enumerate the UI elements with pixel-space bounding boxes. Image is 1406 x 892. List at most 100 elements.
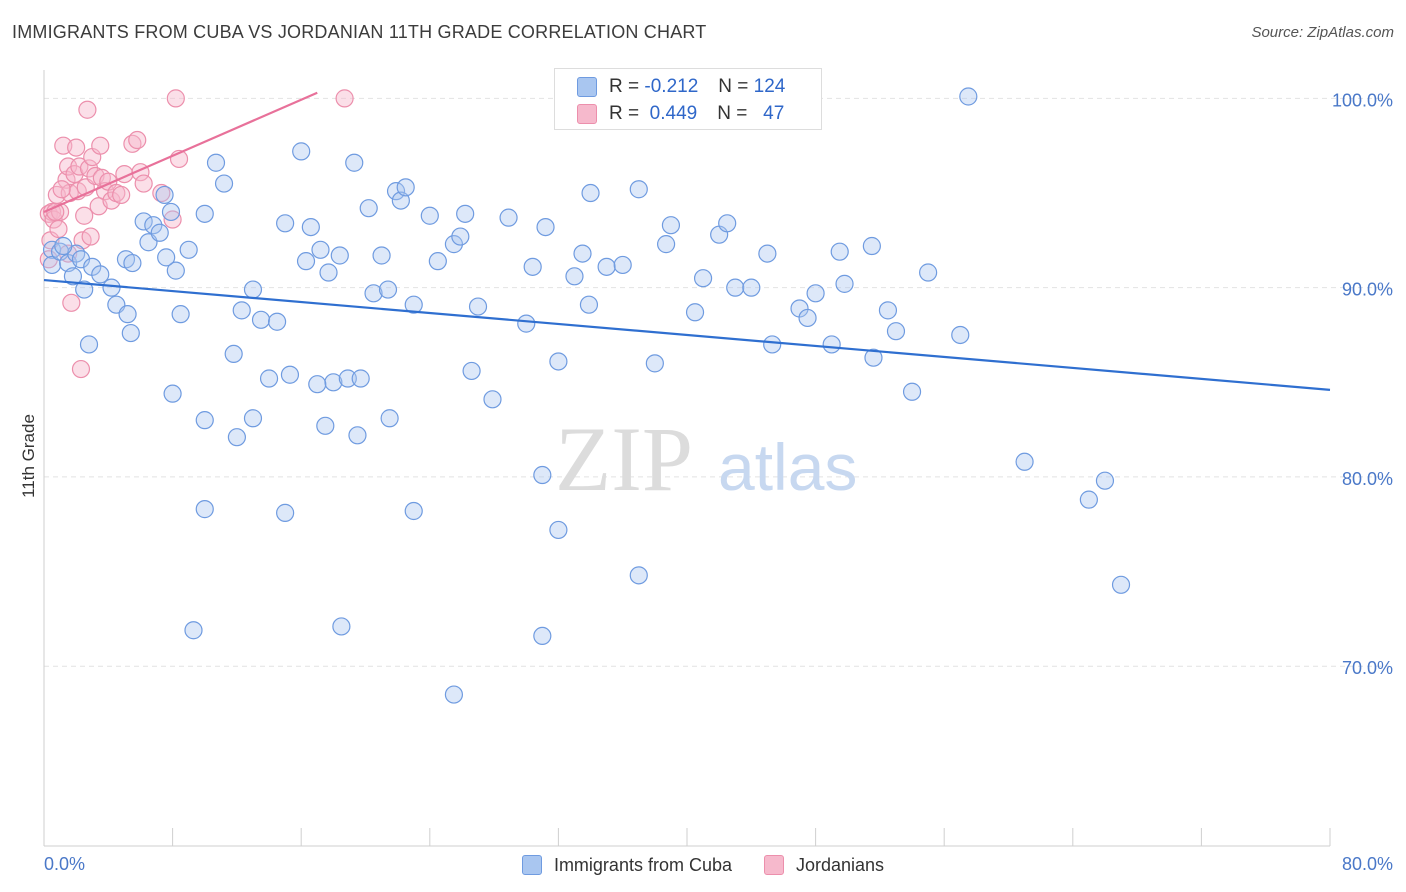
legend-r-label: R = bbox=[609, 103, 640, 124]
jordanians-point bbox=[71, 359, 91, 379]
cuba-point bbox=[123, 253, 142, 273]
cuba-point bbox=[742, 278, 761, 297]
series-legend: Immigrants from Cuba Jordanians bbox=[0, 852, 1406, 878]
cuba-point bbox=[179, 240, 198, 259]
cuba-point bbox=[806, 284, 825, 303]
cuba-point bbox=[428, 252, 447, 271]
cuba-point bbox=[517, 314, 536, 333]
cuba-point bbox=[161, 202, 181, 222]
jordanians-point bbox=[128, 130, 147, 150]
cuba-point bbox=[536, 217, 555, 237]
cuba-point bbox=[364, 284, 383, 303]
cuba-point bbox=[144, 216, 163, 235]
cuba-point bbox=[951, 325, 970, 345]
jordanians-point bbox=[52, 180, 71, 199]
y-tick-label: 80.0% bbox=[1342, 469, 1393, 489]
cuba-point bbox=[166, 261, 185, 280]
series-label-jordanians: Jordanians bbox=[796, 854, 885, 875]
y-tick-label: 90.0% bbox=[1342, 280, 1393, 300]
cuba-point bbox=[462, 361, 481, 381]
series-legend-item-cuba: Immigrants from Cuba bbox=[521, 854, 732, 876]
cuba-point bbox=[444, 685, 464, 704]
cuba-point bbox=[338, 369, 357, 388]
cuba-point bbox=[1095, 471, 1115, 490]
jordanians-point bbox=[166, 89, 185, 108]
cuba-point bbox=[483, 390, 502, 409]
series-swatch-cuba bbox=[521, 855, 542, 875]
cuba-point bbox=[121, 323, 140, 343]
cuba-point bbox=[902, 382, 922, 401]
cuba-point bbox=[864, 348, 883, 367]
cuba-point bbox=[661, 216, 681, 235]
legend-swatch-cuba bbox=[577, 77, 597, 97]
trend-lines bbox=[43, 91, 1331, 391]
cuba-point bbox=[798, 308, 817, 328]
cuba-point bbox=[332, 617, 351, 636]
y-axis-label: 11th Grade bbox=[19, 414, 38, 498]
cuba-point bbox=[75, 280, 94, 299]
source-label: Source: ZipAtlas.com bbox=[1251, 24, 1394, 41]
cuba-point bbox=[171, 305, 190, 324]
cuba-point bbox=[549, 352, 568, 371]
cuba-point bbox=[533, 626, 552, 646]
cuba-point bbox=[959, 87, 978, 106]
cuba-point bbox=[830, 242, 849, 261]
cuba-point bbox=[420, 206, 439, 225]
cuba-point bbox=[693, 269, 713, 288]
cuba-point bbox=[1015, 452, 1034, 471]
cuba-point bbox=[726, 278, 745, 297]
cuba-point bbox=[565, 267, 584, 286]
cuba-point bbox=[276, 503, 295, 522]
jordanians-trend-line bbox=[43, 91, 318, 213]
cuba-point bbox=[404, 295, 423, 314]
series-swatch-jordanians bbox=[764, 855, 784, 875]
cuba-point bbox=[581, 183, 600, 203]
tick-labels: 70.0% 80.0% 90.0% 100.0% 0.0% 80.0% bbox=[44, 90, 1393, 874]
cuba-point bbox=[134, 212, 153, 231]
y-tick-label: 70.0% bbox=[1342, 658, 1393, 678]
cuba-point bbox=[308, 375, 327, 394]
cuba-point bbox=[404, 501, 423, 521]
stats-legend: R = -0.212 N = 124 R = 0.449 N = 47 bbox=[554, 68, 822, 130]
cuba-point bbox=[685, 303, 705, 322]
x-tick-label: 80.0% bbox=[1342, 854, 1393, 874]
cuba-point bbox=[758, 244, 777, 263]
cuba-point bbox=[311, 240, 330, 259]
cuba-point bbox=[324, 373, 343, 392]
cuba-point bbox=[359, 199, 378, 218]
jordanians-point bbox=[134, 174, 153, 193]
cuba-point bbox=[613, 255, 632, 275]
x-tick-label: 0.0% bbox=[44, 854, 85, 874]
cuba-point bbox=[316, 416, 335, 435]
cuba-point bbox=[91, 265, 110, 284]
cuba-point bbox=[351, 369, 370, 388]
legend-r-value: 0.449 bbox=[649, 103, 698, 124]
cuba-point bbox=[878, 301, 898, 320]
legend-n-label: N = bbox=[718, 76, 749, 97]
jordanians-point bbox=[335, 89, 354, 108]
jordanians-point bbox=[91, 136, 110, 155]
cuba-point bbox=[396, 178, 415, 197]
watermark-zip: ZIP bbox=[555, 408, 693, 510]
cuba-point bbox=[206, 153, 226, 172]
cuba-point bbox=[862, 236, 881, 256]
cuba-point bbox=[79, 335, 99, 354]
cuba-point bbox=[280, 365, 300, 384]
series-label-cuba: Immigrants from Cuba bbox=[553, 854, 732, 875]
cuba-point bbox=[456, 204, 475, 223]
y-tick-label: 100.0% bbox=[1332, 90, 1393, 110]
jordanians-point bbox=[44, 210, 63, 229]
jordanians-point bbox=[112, 185, 131, 205]
legend-swatch-jordanians bbox=[577, 104, 597, 124]
jordanians-point bbox=[163, 210, 182, 229]
jordanians-points bbox=[39, 89, 354, 379]
cuba-point bbox=[63, 267, 83, 286]
legend-n-label: N = bbox=[717, 103, 748, 124]
cuba-point bbox=[372, 246, 391, 265]
cuba-point bbox=[150, 223, 169, 242]
axes bbox=[43, 70, 1331, 847]
cuba-point bbox=[573, 244, 592, 263]
watermark-atlas: atlas bbox=[718, 430, 857, 504]
cuba-point bbox=[451, 227, 470, 246]
cuba-point bbox=[348, 426, 367, 445]
